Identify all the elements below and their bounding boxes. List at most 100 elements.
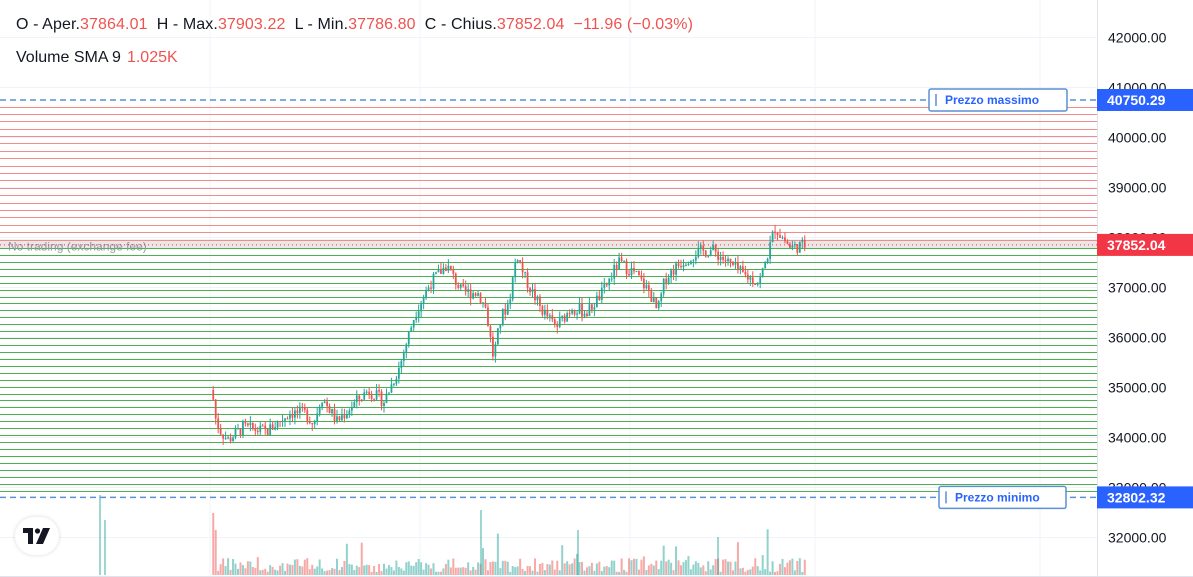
volume-bar [328,570,331,575]
candle-body [284,418,286,421]
candle-body [217,418,220,429]
candle-body [244,421,247,424]
volume-bar [432,563,435,575]
volume-bar [291,565,294,575]
candle-body [600,287,603,301]
volume-bar [699,567,702,575]
max-price-label: Prezzo massimo [928,88,1068,112]
tradingview-logo-icon[interactable] [15,517,59,555]
volume-bar [598,561,601,575]
volume-bar [365,564,368,575]
candle-body [343,415,346,419]
candle-body [286,418,289,420]
volume-bar [214,530,217,575]
candle-body [276,421,279,428]
candle-body [576,313,578,315]
volume-bar [462,567,465,575]
volume-bar [353,570,356,575]
volume-bar [588,566,591,575]
candle-body [652,297,655,303]
volume-bar [657,569,660,575]
candle-body [326,401,328,407]
candle-body [336,416,338,421]
candle-body [472,293,475,299]
volume-bar [383,563,386,575]
volume-bar [395,560,398,575]
volume-bar [373,565,376,575]
candle-body [796,244,799,253]
volume-bar [385,568,388,575]
volume-bar [261,569,264,575]
volume-bar [254,568,257,575]
candle-body [640,275,643,279]
candle-body [667,277,670,283]
volume-bar [412,565,415,575]
volume-bar [360,542,363,575]
volume-bar [781,558,784,575]
candles-group [212,224,806,446]
volume-bar [577,530,579,575]
volume-bar [536,571,539,575]
volume-bar [665,561,668,575]
max-price-tag: 40750.29 [1097,88,1193,111]
candle-body [400,360,403,368]
candle-body [298,406,301,413]
candle-body [766,258,769,263]
volume-bar [576,553,579,575]
candle-body [610,278,613,280]
volume-bar [529,566,532,575]
volume-bar [266,571,269,575]
candle-body [630,267,633,276]
candle-body [694,256,697,261]
volume-label: Volume SMA 9 [16,49,121,66]
y-axis-tick-label: 36000.00 [1108,330,1167,346]
volume-bar [734,561,737,575]
candle-body [642,278,645,289]
volume-bar [684,560,687,575]
volume-bar [318,559,321,575]
volume-bar [704,571,707,575]
candle-body [316,413,319,422]
candle-body [313,421,316,425]
volume-bar [714,559,717,575]
volume-bar [350,564,353,575]
volume-bar [338,570,341,575]
volume-bar [803,559,806,575]
volume-bar [434,571,437,575]
candle-body [558,318,561,327]
candle-body [595,295,598,308]
candle-body [524,272,526,274]
candle-body [397,367,400,379]
volume-bar [417,558,420,575]
candle-body [271,424,274,430]
high-value: 37903.22 [217,16,286,33]
volume-bar [358,567,361,575]
volume-bar [689,569,692,575]
volume-bar [378,564,381,575]
volume-bar [707,561,710,575]
volume-bar [504,560,507,575]
volume-bar [697,562,700,575]
candle-body [578,303,581,314]
candle-body [803,239,806,248]
volume-bar [313,568,316,575]
volume-bar [551,560,554,575]
candle-body [323,401,326,404]
volume-bar [593,570,596,575]
candle-body [353,402,356,408]
candle-body [699,245,702,248]
volume-bar [670,562,673,575]
volume-bar [363,565,366,575]
volume-bar [234,563,237,575]
volume-bar [279,565,282,575]
volume-bar [387,565,390,575]
volume-bar [647,565,650,575]
candle-body [370,394,373,399]
max-price-tag-text: 40750.29 [1107,92,1166,108]
candle-body [633,267,635,272]
current-price-tag: 37852.04 [1097,233,1193,256]
volume-bar [546,564,549,575]
volume-bar [741,567,744,575]
